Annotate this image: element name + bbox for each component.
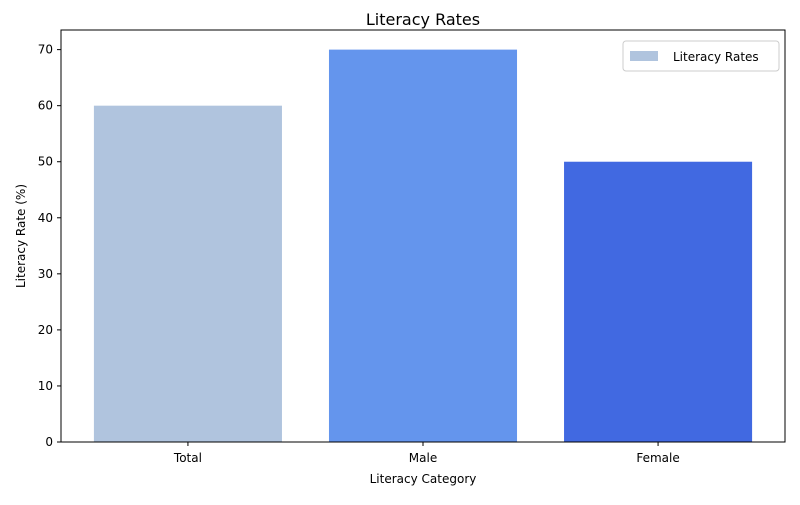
plot-frame	[60, 29, 786, 443]
x-axis-ticks: Total Male Female	[173, 442, 680, 465]
y-tick-label: 20	[38, 323, 53, 337]
x-tick-label: Male	[409, 451, 437, 465]
y-tick-label: 30	[38, 267, 53, 281]
x-tick-label: Female	[636, 451, 679, 465]
y-tick-label: 50	[38, 155, 53, 169]
y-tick-label: 0	[45, 435, 53, 449]
legend-label: Literacy Rates	[673, 50, 759, 64]
y-tick-label: 10	[38, 379, 53, 393]
x-axis-label: Literacy Category	[370, 472, 477, 486]
y-tick-label: 60	[38, 99, 53, 113]
y-tick-label: 40	[38, 211, 53, 225]
bar-male	[328, 49, 518, 442]
bars-group	[93, 49, 753, 443]
legend: Literacy Rates	[622, 40, 780, 72]
legend-swatch	[630, 51, 658, 61]
chart-title: Literacy Rates	[366, 10, 480, 29]
legend-box	[622, 40, 780, 72]
y-axis-label: Literacy Rate (%)	[14, 184, 28, 288]
y-axis-ticks: 0 10 20 30 40 50 60 70	[38, 43, 61, 449]
bar-female	[564, 161, 753, 442]
bar-total	[93, 105, 282, 443]
x-tick-label: Total	[173, 451, 202, 465]
y-tick-label: 70	[38, 43, 53, 57]
